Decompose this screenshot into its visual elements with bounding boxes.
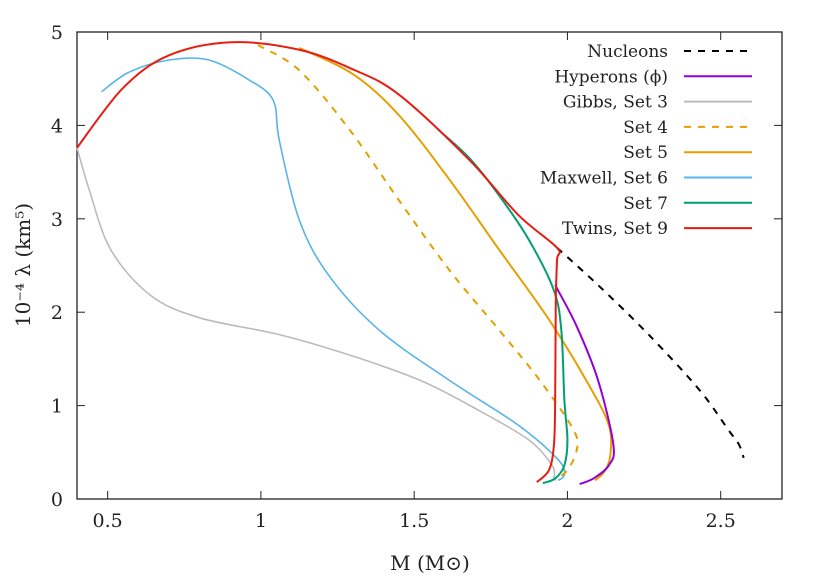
legend-label: Set 5 <box>623 143 668 163</box>
legend-label: Hyperons (ϕ) <box>554 67 668 87</box>
legend-label: Twins, Set 9 <box>562 219 668 239</box>
series-line-7 <box>76 41 561 483</box>
series-line-1 <box>554 284 615 485</box>
y-tick-label: 0 <box>51 489 63 511</box>
y-axis-ticks: 0 1 2 3 4 5 <box>51 22 782 511</box>
y-tick-label: 4 <box>51 115 63 137</box>
legend: Nucleons Hyperons (ϕ) Gibbs, Set 3 Set 4 Set… <box>540 42 752 239</box>
series-line-5 <box>101 57 566 481</box>
y-tick-label: 5 <box>51 22 63 44</box>
series-line-0 <box>556 247 745 459</box>
x-axis-label: M (M⊙) <box>390 551 470 575</box>
legend-label: Gibbs, Set 3 <box>563 93 668 113</box>
legend-label: Set 4 <box>623 118 668 138</box>
series-line-3 <box>257 44 579 482</box>
x-tick-label: 2 <box>561 510 573 532</box>
series-line-4 <box>298 46 613 482</box>
x-axis-ticks: 0.5 1 1.5 2 2.5 <box>93 32 736 532</box>
x-tick-label: 0.5 <box>93 510 123 532</box>
legend-label: Nucleons <box>587 42 668 62</box>
x-tick-label: 1 <box>255 510 267 532</box>
x-tick-label: 1.5 <box>399 510 429 532</box>
series-layer <box>76 41 745 485</box>
y-axis-label: 10⁻⁴ λ (km⁵) <box>11 203 35 327</box>
y-tick-label: 2 <box>51 302 63 324</box>
legend-label: Set 7 <box>623 194 668 214</box>
y-tick-label: 3 <box>51 209 63 231</box>
series-line-2 <box>76 147 556 479</box>
legend-label: Maxwell, Set 6 <box>540 169 668 189</box>
y-tick-label: 1 <box>51 396 63 418</box>
plot-frame <box>76 31 783 500</box>
x-tick-label: 2.5 <box>706 510 736 532</box>
